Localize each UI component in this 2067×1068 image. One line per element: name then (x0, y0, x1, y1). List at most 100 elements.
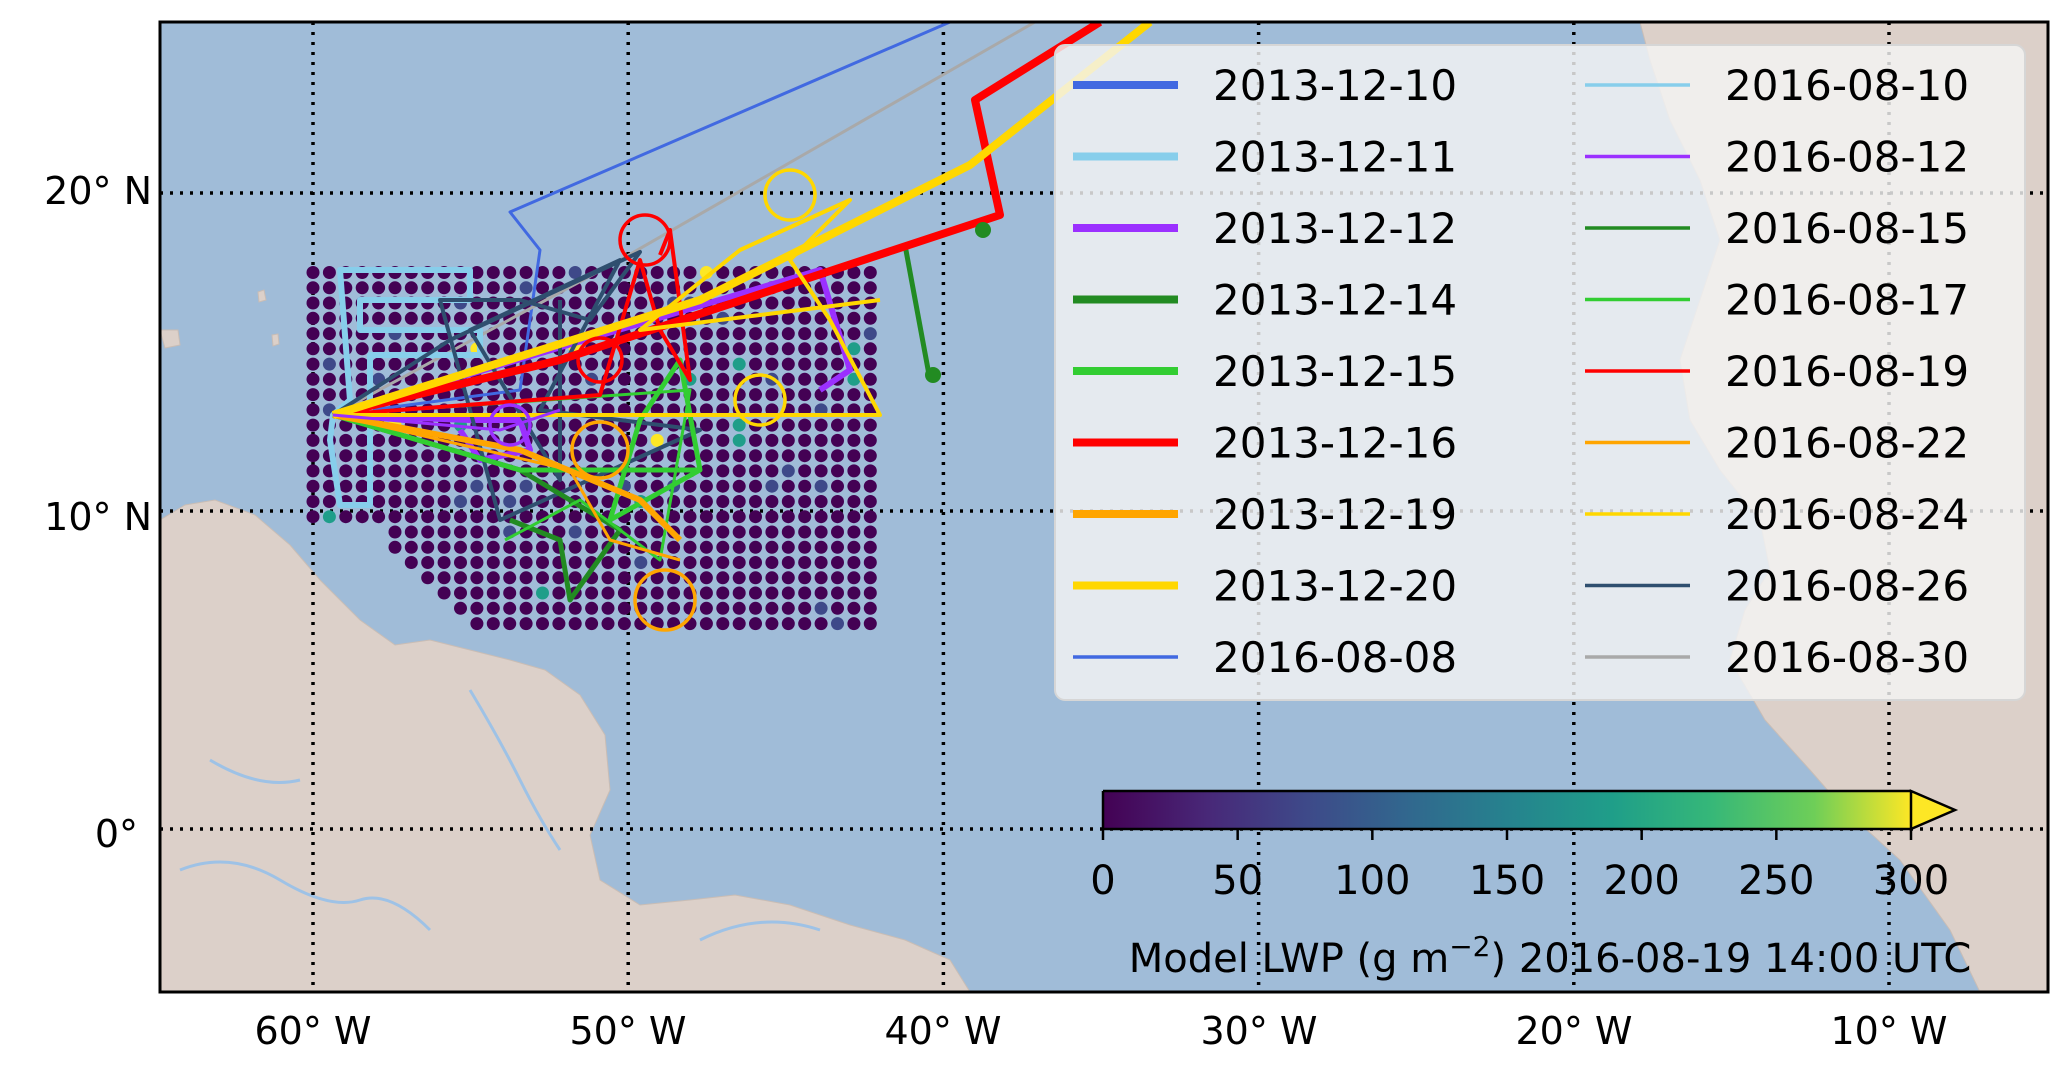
lwp-point (814, 342, 828, 356)
south-america-land (160, 499, 971, 992)
flight-track (332, 22, 1103, 419)
lwp-point (699, 342, 713, 356)
lwp-point (781, 601, 795, 615)
lwp-point (798, 617, 812, 631)
lwp-point (765, 388, 779, 402)
lwp-point (503, 586, 517, 600)
lwp-point (732, 433, 746, 447)
legend-label: 2013-12-16 (1213, 419, 1457, 468)
lwp-point (814, 357, 828, 371)
lwp-point (306, 479, 320, 493)
lwp-point (634, 372, 648, 386)
lwp-point (699, 418, 713, 432)
lwp-point (863, 311, 877, 325)
lwp-point (421, 571, 435, 585)
circle-pattern (488, 403, 532, 447)
lwp-point (683, 525, 697, 539)
lwp-point (765, 357, 779, 371)
lwp-point (437, 571, 451, 585)
lwp-point (437, 464, 451, 478)
lwp-point (831, 540, 844, 554)
lwp-point (699, 479, 713, 493)
lwp-point (683, 327, 697, 341)
legend-label: 2016-08-12 (1725, 133, 1969, 182)
legend-label: 2013-12-20 (1213, 562, 1457, 611)
lwp-point (536, 266, 549, 279)
lwp-point (437, 586, 451, 600)
lwp-point (486, 540, 500, 554)
colorbar-tick-label: 0 (1090, 858, 1115, 904)
lwp-point (421, 281, 435, 295)
lwp-point (863, 495, 877, 508)
lwp-point (404, 510, 418, 524)
lwp-point (683, 510, 697, 524)
lwp-point (781, 510, 795, 524)
legend-label: 2016-08-19 (1725, 347, 1969, 396)
lwp-point (716, 357, 730, 371)
lwp-point (519, 571, 533, 585)
lwp-point (601, 571, 615, 585)
lwp-point (650, 281, 664, 295)
lwp-point (798, 510, 812, 524)
lwp-point (404, 281, 418, 295)
lwp-point (585, 525, 599, 539)
lwp-point (863, 540, 877, 554)
lwp-point (306, 510, 320, 524)
lwp-point (749, 617, 762, 631)
lwp-point (847, 388, 861, 402)
lwp-point (404, 540, 418, 554)
lwp-point (601, 449, 615, 463)
lwp-point (503, 617, 517, 631)
lwp-point (552, 617, 566, 631)
flight-track (333, 198, 882, 417)
lwp-point (814, 617, 828, 631)
lwp-point (781, 372, 795, 386)
lwp-point (486, 586, 500, 600)
track-end-marker (975, 222, 991, 238)
lwp-point (667, 601, 681, 615)
lwp-point (699, 571, 713, 585)
lwp-point (831, 586, 844, 600)
lwp-point (536, 540, 549, 554)
colorbar-extend-arrow (1909, 789, 1959, 831)
lwp-point (831, 525, 844, 539)
lwp-point (388, 311, 402, 325)
lwp-point (372, 495, 386, 508)
lwp-point (847, 311, 861, 325)
lwp-point (568, 296, 582, 310)
lwp-point (814, 495, 828, 508)
lwp-point (585, 586, 599, 600)
lwp-point (421, 525, 435, 539)
lwp-point (404, 479, 418, 493)
lwp-point (585, 281, 599, 295)
lwp-point (716, 510, 730, 524)
lwp-point (732, 571, 746, 585)
circle-pattern (633, 568, 697, 632)
lwp-point (617, 281, 631, 295)
lwp-point (814, 479, 828, 493)
lwp-point (585, 357, 599, 371)
lat-tick-label: 0° (95, 812, 138, 856)
lwp-point (699, 510, 713, 524)
flight-track (331, 250, 702, 522)
lwp-point (749, 601, 762, 615)
lwp-point (716, 586, 730, 600)
lwp-point (650, 342, 664, 356)
lwp-point (765, 433, 779, 447)
lwp-point (699, 586, 713, 600)
lwp-point (355, 342, 369, 356)
lwp-point (306, 449, 320, 463)
lwp-point (568, 510, 582, 524)
lwp-point (831, 601, 844, 615)
lwp-point (536, 601, 549, 615)
lwp-point (749, 479, 762, 493)
lwp-point (699, 525, 713, 539)
flight-track (332, 413, 681, 562)
lwp-point (716, 571, 730, 585)
lwp-point (749, 510, 762, 524)
lwp-point (519, 388, 533, 402)
lwp-point (847, 617, 861, 631)
lwp-point (421, 556, 435, 569)
lwp-point (863, 571, 877, 585)
flight-track (327, 267, 483, 508)
